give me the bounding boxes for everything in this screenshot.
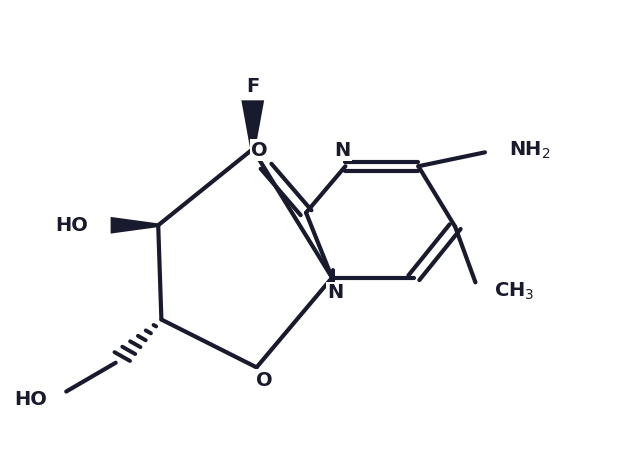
Text: N: N [327, 283, 343, 302]
Text: N: N [334, 141, 350, 159]
Text: NH$_2$: NH$_2$ [509, 140, 550, 161]
Text: O: O [252, 141, 268, 159]
Text: CH$_3$: CH$_3$ [495, 281, 535, 302]
Polygon shape [241, 100, 264, 149]
Text: F: F [246, 77, 259, 96]
Text: O: O [257, 371, 273, 390]
Text: HO: HO [56, 216, 88, 235]
Polygon shape [111, 217, 158, 234]
Text: HO: HO [14, 391, 47, 409]
